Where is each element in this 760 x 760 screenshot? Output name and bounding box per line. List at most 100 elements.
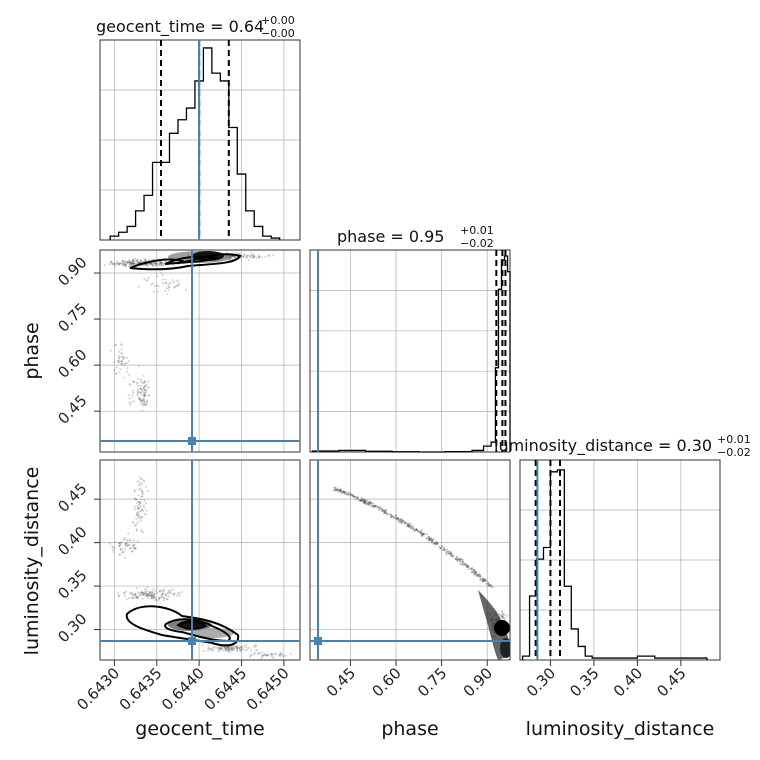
scatter-point [215, 646, 218, 649]
scatter-point [132, 259, 135, 262]
scatter-point [356, 496, 359, 499]
scatter-point [148, 394, 151, 397]
scatter-point [361, 498, 364, 501]
scatter-point [145, 401, 148, 404]
scatter-point [144, 263, 147, 266]
scatter-point [250, 254, 253, 257]
scatter-point [400, 519, 403, 522]
scatter-point [129, 538, 132, 541]
scatter-point [161, 274, 164, 277]
scatter-point [334, 489, 337, 492]
scatter-point [152, 290, 155, 293]
scatter-point [133, 505, 136, 508]
scatter-point [114, 263, 117, 266]
scatter-point [129, 264, 132, 267]
scatter-point [159, 596, 162, 599]
panel-luminosity-distance-hist: luminosity_distance = 0.30 +0.01 −0.02 0… [494, 433, 751, 700]
scatter-point [152, 596, 155, 599]
scatter-point [119, 553, 122, 556]
scatter-point [139, 398, 142, 401]
scatter-point [481, 579, 484, 582]
scatter-point [114, 344, 117, 347]
scatter-point [140, 519, 143, 522]
scatter-point [332, 489, 335, 492]
scatter-point [451, 555, 454, 558]
scatter-point [127, 544, 130, 547]
scatter-point [334, 488, 337, 491]
scatter-point [146, 279, 149, 282]
scatter-point [138, 506, 141, 509]
scatter-point [272, 656, 275, 659]
scatter-point [145, 593, 148, 596]
density-2-1 [129, 251, 242, 271]
scatter-point [138, 260, 141, 263]
scatter-point [476, 575, 479, 578]
scatter-point [132, 262, 135, 265]
scatter-point [230, 649, 233, 652]
scatter-point [173, 592, 176, 595]
scatter-point [342, 490, 345, 493]
scatter-point [450, 554, 453, 557]
scatter-point [431, 539, 434, 542]
scatter-point [447, 552, 450, 555]
scatter-point [474, 570, 477, 573]
scatter-point [126, 260, 129, 263]
scatter-point [133, 544, 136, 547]
scatter-point [374, 505, 377, 508]
scatter-point [479, 579, 482, 582]
scatter-point [113, 262, 116, 265]
scatter-point [465, 563, 468, 566]
scatter-point [145, 593, 148, 596]
scatter-point [141, 591, 144, 594]
scatter-point [471, 566, 474, 569]
panel-phase-vs-geocent-time: 0.45 0.60 0.75 0.90 [54, 249, 301, 453]
scatter-point [421, 532, 424, 535]
scatter-point [238, 649, 241, 652]
scatter-point [112, 263, 115, 266]
scatter-point [140, 378, 143, 381]
scatter-point [136, 381, 139, 384]
scatter-point [133, 544, 136, 547]
scatter-point [135, 529, 138, 532]
scatter-point [245, 256, 248, 259]
scatter-point [227, 648, 230, 651]
scatter-point [166, 597, 169, 600]
scatter-point [436, 541, 439, 544]
scatter-point [143, 385, 146, 388]
scatter-point [376, 505, 379, 508]
scatter-point [227, 649, 230, 652]
scatter-point [110, 262, 113, 265]
scatter-point [131, 596, 134, 599]
scatter-point [138, 516, 141, 519]
scatter-point [467, 565, 470, 568]
scatter-point [134, 260, 137, 263]
scatter-point [240, 649, 243, 652]
scatter-point [119, 368, 122, 371]
scatter-point [406, 525, 409, 528]
scatter-point [129, 547, 132, 550]
scatter-point [122, 355, 125, 358]
frame-3-2 [309, 459, 511, 661]
scatter-point [128, 547, 131, 550]
scatter-point [163, 597, 166, 600]
scatter-point [144, 502, 147, 505]
scatter-point [143, 400, 146, 403]
scatter-point [458, 558, 461, 561]
tick-label: 0.30 [54, 610, 90, 646]
scatter-point [399, 520, 402, 523]
scatter-point [155, 275, 158, 278]
scatter-point [118, 542, 121, 545]
scatter-point [146, 586, 149, 589]
scatter-point [408, 524, 411, 527]
scatter-point [339, 490, 342, 493]
scatter-point [429, 538, 432, 541]
tick-label: 0.6445 [201, 664, 251, 714]
title-main-geocent-time: geocent_time = 0.64 [96, 17, 264, 37]
scatter-point [484, 580, 487, 583]
scatter-point [123, 356, 126, 359]
scatter-point [162, 591, 165, 594]
scatter-point [257, 255, 260, 258]
scatter-point [452, 555, 455, 558]
scatter-point [117, 360, 120, 363]
frame-2-1 [99, 249, 301, 453]
